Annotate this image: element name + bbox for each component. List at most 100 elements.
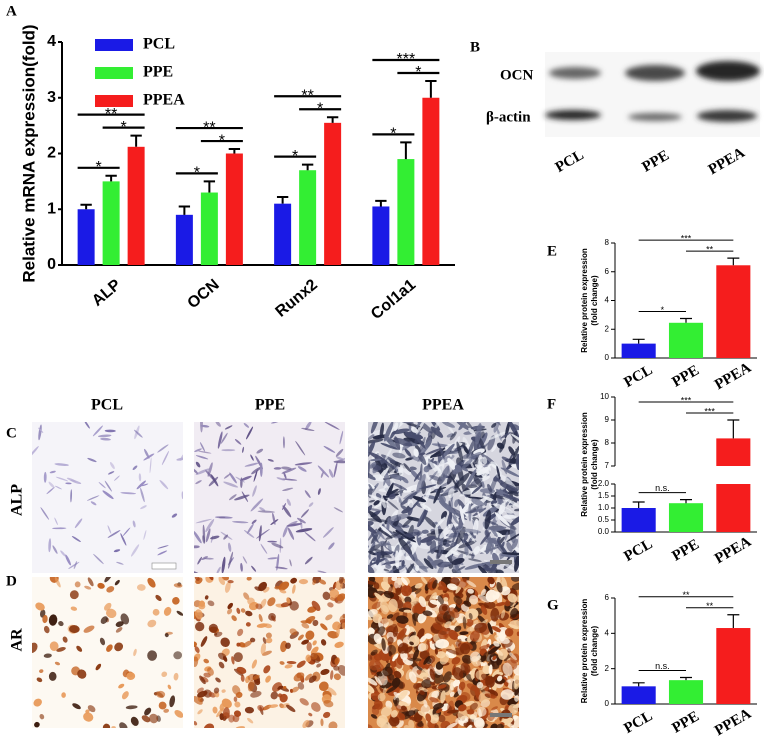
stain-spot [412, 556, 428, 573]
stain-spot [318, 681, 329, 692]
panel-letter: C [6, 425, 17, 441]
stain-spot [119, 722, 128, 728]
legend-swatch [95, 95, 133, 107]
stain-spot [453, 595, 463, 605]
significance-label: * [415, 64, 421, 81]
stain-spot [308, 712, 313, 717]
blot-bands [545, 61, 760, 122]
stain-spot [39, 669, 44, 674]
stain-spot [465, 724, 473, 728]
stain-spot [273, 467, 282, 470]
error-bar [178, 205, 191, 215]
stain-spot [234, 439, 242, 445]
stain-spot [141, 483, 149, 487]
stain-spot [243, 592, 250, 600]
stain-spot [463, 445, 469, 454]
stain-spot [233, 710, 242, 717]
stain-spot [466, 580, 477, 588]
stain-spot [451, 557, 465, 565]
stain-spot [484, 529, 490, 538]
stain-spot [195, 468, 210, 475]
stain-spot [286, 704, 296, 713]
stain-spot [204, 595, 209, 600]
stain-spot [513, 546, 519, 554]
stain-spot [381, 454, 399, 465]
stain-spot [238, 642, 246, 648]
stain-spot [513, 678, 519, 690]
stain-spot [77, 669, 87, 679]
stain-spot [296, 517, 306, 524]
stain-spot [253, 469, 258, 482]
stain-spot [83, 625, 95, 633]
stain-spot [368, 521, 377, 535]
stain-spot [438, 500, 456, 514]
stain-spot [233, 696, 238, 703]
stain-spot [100, 437, 111, 441]
stain-spot [149, 713, 159, 724]
stain-spot [317, 465, 330, 478]
y-tick-label: 7 [605, 461, 610, 470]
stain-spot [157, 545, 169, 549]
column-header: PPEA [422, 397, 464, 414]
stain-spot [400, 577, 408, 586]
stain-spot [118, 683, 125, 689]
stain-spot [334, 657, 340, 665]
stain-spot [510, 515, 519, 526]
stain-spot [417, 710, 426, 717]
stain-spot [438, 581, 447, 591]
stain-spot [333, 665, 340, 671]
stain-spot [84, 585, 92, 590]
stain-spot [61, 692, 66, 698]
stain-spot [403, 725, 410, 728]
stain-spot [339, 430, 344, 445]
stain-spot [424, 633, 433, 640]
stain-spot [294, 462, 313, 466]
stain-spot [457, 566, 466, 571]
stain-spot [87, 457, 97, 463]
stain-spot [508, 651, 517, 661]
stain-spot [506, 532, 519, 543]
micrograph [194, 577, 345, 728]
stain-spot [232, 685, 241, 695]
stain-spot [285, 642, 291, 649]
stain-spot [503, 514, 517, 519]
stain-spot [282, 487, 294, 492]
stain-spot [218, 516, 226, 519]
stain-spot [223, 534, 229, 540]
stain-spot [439, 619, 446, 623]
stain-spot [425, 657, 432, 664]
stain-spot [323, 445, 336, 453]
stain-spot [477, 594, 490, 603]
stain-spot [400, 491, 418, 506]
stain-spot [468, 595, 479, 605]
stain-spot [490, 527, 498, 537]
y-tick-label: 6 [605, 593, 610, 602]
stain-spot [511, 582, 519, 591]
stain-spot [105, 608, 117, 618]
stain-spot [333, 461, 338, 478]
stain-spot [333, 507, 344, 513]
stain-spot [496, 465, 501, 480]
bar [621, 343, 656, 358]
stain-spot [310, 646, 319, 655]
y-axis-label: (fold change) [590, 626, 599, 677]
stain-spot [258, 525, 262, 542]
stain-spot [369, 658, 381, 671]
stain-spot [270, 691, 279, 700]
stain-spot [394, 697, 400, 707]
stain-spot [422, 610, 433, 617]
y-tick-label: 4 [605, 628, 610, 637]
stain-spot [474, 622, 487, 634]
stain-spot [382, 666, 393, 677]
stain-spot [247, 717, 254, 724]
stain-spot [39, 713, 45, 720]
stain-spot [469, 651, 481, 662]
stain-spot [283, 471, 287, 480]
stain-spot [140, 487, 145, 503]
stain-spot [496, 581, 503, 593]
stain-spot [430, 426, 444, 438]
stain-spot [384, 434, 397, 449]
stain-spot [484, 693, 497, 699]
stain-spot [72, 703, 81, 710]
stain-spot [276, 477, 285, 481]
